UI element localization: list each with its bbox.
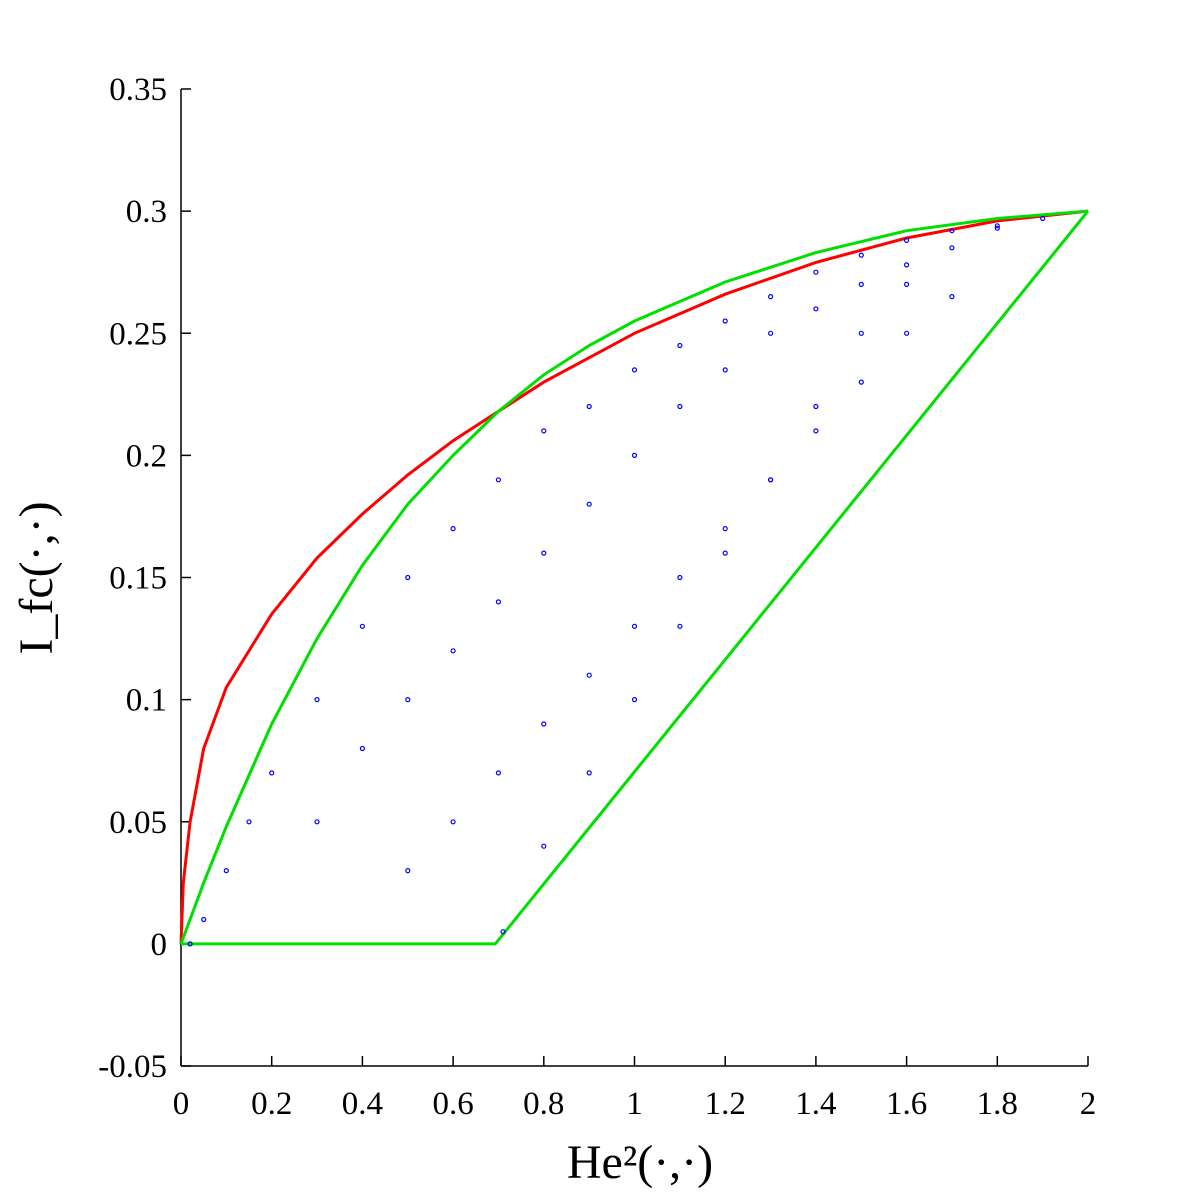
scatter-point bbox=[201, 916, 207, 923]
scatter-point bbox=[994, 225, 1000, 231]
scatter-point bbox=[903, 281, 910, 287]
x-tick-label: 0 bbox=[173, 1086, 190, 1122]
scatter-point bbox=[813, 428, 819, 434]
scatter-point bbox=[269, 770, 275, 776]
y-tick-label: 0.1 bbox=[126, 683, 167, 719]
scatter-point bbox=[858, 252, 864, 258]
scatter-point bbox=[541, 721, 547, 727]
x-tick-label: 0.2 bbox=[251, 1086, 292, 1122]
scatter-point bbox=[949, 294, 955, 300]
y-tick-label: 0.35 bbox=[109, 72, 167, 108]
scatter-point bbox=[813, 403, 819, 410]
x-axis-title: He²(·,·) bbox=[567, 1136, 713, 1189]
scatter-point bbox=[767, 294, 774, 300]
x-ticks: 0 0.2 0.4 0.6 0.8 1 1.2 1.4 1.6 1.8 2 bbox=[173, 1056, 1097, 1122]
scatter-point bbox=[631, 452, 638, 458]
series-layer bbox=[179, 209, 1090, 946]
series-line-1 bbox=[179, 209, 1089, 945]
scatter-point bbox=[858, 379, 864, 385]
scatter-point bbox=[631, 367, 638, 373]
y-tick-label: 0.2 bbox=[126, 438, 167, 474]
scatter-point bbox=[767, 477, 774, 483]
scatter-point bbox=[450, 819, 456, 825]
scatter-point bbox=[405, 574, 411, 581]
scatter-point bbox=[1040, 215, 1046, 222]
x-tick-label: 0.8 bbox=[523, 1086, 564, 1122]
scatter-point bbox=[187, 941, 193, 947]
scatter-point bbox=[223, 867, 229, 874]
x-tick-label: 2 bbox=[1080, 1086, 1097, 1122]
y-tick-label: 0 bbox=[151, 927, 168, 963]
y-tick-label: 0.3 bbox=[126, 194, 167, 230]
scatter-point bbox=[359, 745, 365, 752]
scatter-point bbox=[677, 574, 683, 581]
scatter-point bbox=[903, 262, 910, 268]
scatter-point bbox=[541, 428, 547, 434]
scatter-point bbox=[246, 819, 252, 825]
scatter-point bbox=[858, 281, 864, 287]
scatter-point bbox=[495, 770, 501, 776]
x-tick-label: 1.8 bbox=[977, 1086, 1018, 1122]
scatter-point bbox=[767, 330, 774, 336]
scatter-point bbox=[631, 623, 638, 629]
x-tick-label: 0.4 bbox=[342, 1086, 383, 1122]
scatter-point bbox=[405, 867, 411, 874]
scatter-point bbox=[722, 318, 728, 324]
scatter-point bbox=[903, 237, 910, 243]
scatter-point bbox=[541, 843, 547, 849]
plot-area: 0 0.2 0.4 0.6 0.8 1 1.2 1.4 1.6 1.8 2 -0.0500.050.… bbox=[98, 72, 1096, 1122]
scatter-layer bbox=[187, 215, 1046, 947]
series-line-0 bbox=[179, 209, 1089, 944]
x-tick-label: 0.6 bbox=[432, 1086, 473, 1122]
series-line-2 bbox=[181, 210, 1090, 946]
scatter-point bbox=[450, 525, 456, 532]
x-tick-label: 1 bbox=[626, 1086, 643, 1122]
scatter-point bbox=[450, 648, 456, 654]
scatter-point bbox=[949, 228, 955, 234]
y-tick-label: -0.05 bbox=[98, 1049, 167, 1085]
scatter-point bbox=[677, 403, 683, 410]
scatter-point bbox=[541, 550, 547, 556]
scatter-point bbox=[586, 672, 592, 678]
y-tick-label: 0.05 bbox=[109, 805, 167, 841]
scatter-point bbox=[405, 696, 411, 703]
scatter-point bbox=[500, 929, 506, 935]
scatter-point bbox=[677, 623, 683, 629]
scatter-point bbox=[813, 269, 819, 275]
y-ticks: -0.05 0 0.05 0.1 0.15 0.2 0.25 0.3 0.35 bbox=[98, 72, 191, 1085]
x-tick-label: 1.2 bbox=[705, 1086, 746, 1122]
y-tick-label: 0.25 bbox=[109, 316, 167, 352]
scatter-point bbox=[359, 623, 365, 629]
scatter-point bbox=[586, 403, 592, 410]
scatter-point bbox=[813, 306, 819, 312]
scatter-point bbox=[631, 696, 638, 703]
scatter-point bbox=[858, 330, 864, 336]
scatter-point bbox=[722, 525, 728, 532]
scatter-point bbox=[722, 367, 728, 373]
scatter-point bbox=[994, 223, 1000, 229]
scatter-point bbox=[314, 696, 320, 703]
scatter-point bbox=[903, 330, 910, 336]
scatter-point bbox=[495, 477, 501, 483]
y-tick-label: 0.15 bbox=[109, 561, 167, 597]
scatter-point bbox=[949, 245, 955, 251]
scatter-point bbox=[677, 342, 683, 349]
scatter-point bbox=[586, 770, 592, 776]
scatter-point bbox=[586, 501, 592, 507]
x-tick-label: 1.4 bbox=[795, 1086, 836, 1122]
scatter-point bbox=[722, 550, 728, 556]
y-axis-title: I_fc(·,·) bbox=[10, 501, 63, 654]
scatter-point bbox=[314, 819, 320, 825]
scatter-point bbox=[495, 599, 501, 605]
x-tick-label: 1.6 bbox=[886, 1086, 927, 1122]
